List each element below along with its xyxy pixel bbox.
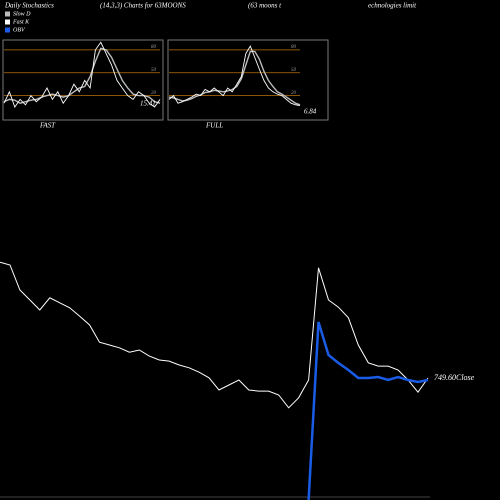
legend-swatch xyxy=(5,27,10,33)
value-label: 6.84 xyxy=(304,108,317,116)
y-tick-label: 80 xyxy=(291,45,297,50)
panel-frame xyxy=(167,39,329,121)
line xyxy=(3,47,161,104)
y-tick-label: 20 xyxy=(291,91,297,96)
value-label: 749.60Close xyxy=(434,373,475,382)
line xyxy=(307,321,429,500)
line xyxy=(168,50,301,106)
legend-label: OBV xyxy=(13,27,26,33)
legend-swatch xyxy=(5,19,10,25)
value-label: 15.41 xyxy=(140,100,156,108)
chart-subtitle: (14,3,3) Charts for 63MOONS xyxy=(100,2,186,10)
legend-label: Slow D xyxy=(13,11,31,17)
line xyxy=(168,45,301,106)
chart-title: Daily Stochastics xyxy=(4,2,54,10)
panel-frame xyxy=(2,39,164,121)
y-tick-label: 50 xyxy=(151,68,157,73)
y-tick-label: 20 xyxy=(151,91,157,96)
legend-label: Fast K xyxy=(12,19,30,25)
y-tick-label: 50 xyxy=(291,68,297,73)
legend-swatch xyxy=(5,11,10,17)
company-name: (63 moons t xyxy=(248,2,282,10)
company-name: echnologies limit xyxy=(368,2,417,10)
line xyxy=(0,261,429,409)
y-tick-label: 80 xyxy=(151,45,157,50)
line xyxy=(3,41,161,108)
panel-label: FULL xyxy=(205,122,223,130)
panel-label: FAST xyxy=(39,122,56,130)
